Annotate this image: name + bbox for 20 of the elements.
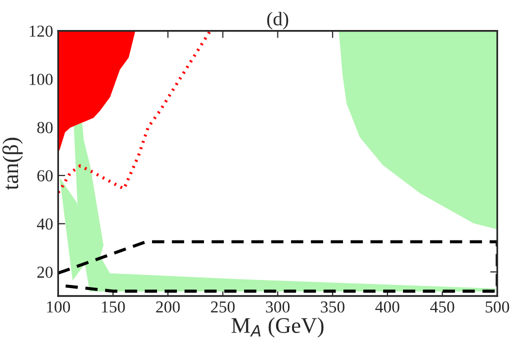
y-tick-label: 40 <box>36 218 53 230</box>
x-tick-label: 500 <box>486 301 510 313</box>
y-tick-label: 60 <box>37 170 53 182</box>
x-tick-label: 400 <box>375 301 400 313</box>
y-tick-label: 100 <box>30 74 53 86</box>
line-series <box>58 240 498 293</box>
x-tick-label: 300 <box>266 301 290 313</box>
x-tick-label: 350 <box>320 301 344 313</box>
x-tick-label: 450 <box>430 301 454 313</box>
x-tick-label: 250 <box>211 301 235 313</box>
x-tick-label: 200 <box>156 301 180 313</box>
line-series <box>58 30 212 194</box>
x-axis-title: M$_{A}$ (GeV) <box>232 317 324 338</box>
y-tick-label: 20 <box>37 266 53 278</box>
y-tick-label: 80 <box>37 122 53 134</box>
y-axis-title: tan(β) <box>2 138 23 190</box>
x-tick-label: 100 <box>47 301 70 313</box>
x-tick-label: 150 <box>102 301 125 313</box>
chart-title: (d) <box>267 12 288 30</box>
y-tick-label: 120 <box>30 26 53 37</box>
